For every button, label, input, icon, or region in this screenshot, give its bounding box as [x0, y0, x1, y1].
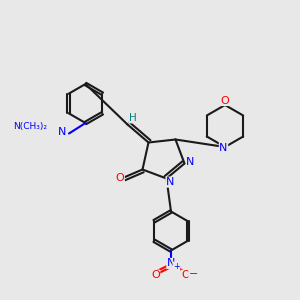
Text: N(CH₃)₂: N(CH₃)₂	[14, 122, 47, 130]
Text: N: N	[167, 258, 175, 268]
Text: O: O	[116, 173, 124, 183]
Text: O: O	[151, 270, 160, 280]
Text: O: O	[182, 270, 190, 280]
Text: −: −	[189, 269, 198, 279]
Text: N: N	[219, 142, 228, 153]
Text: N: N	[186, 157, 195, 167]
Text: N: N	[58, 127, 67, 137]
Text: +: +	[173, 262, 180, 271]
Text: H: H	[129, 113, 137, 123]
Text: O: O	[220, 95, 230, 106]
Text: N: N	[166, 177, 174, 187]
